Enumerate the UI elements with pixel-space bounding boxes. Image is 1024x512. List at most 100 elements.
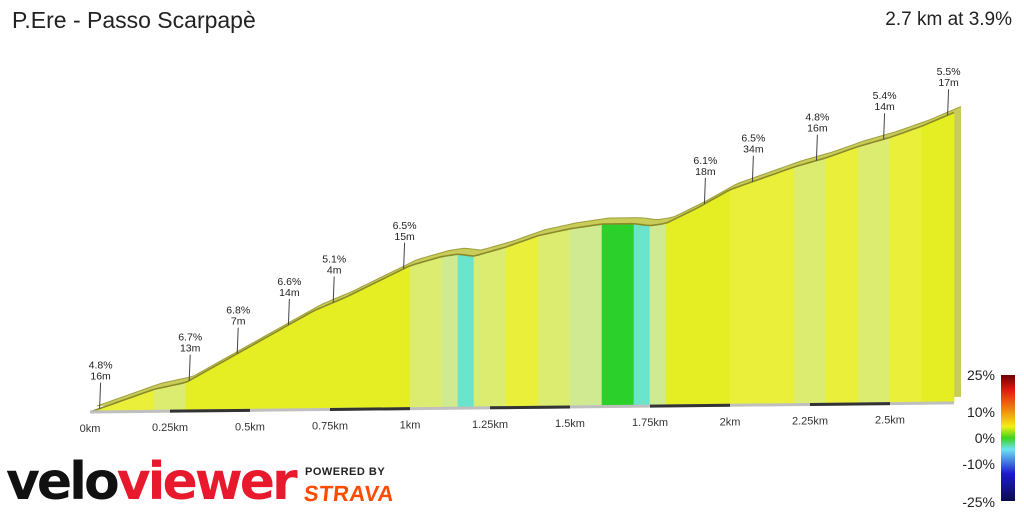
page-title: P.Ere - Passo Scarpapè	[12, 7, 256, 33]
profile-slice	[329, 302, 334, 410]
profile-slice	[803, 162, 808, 405]
profile-slice	[256, 340, 260, 411]
annotation-length: 14m	[279, 287, 300, 299]
profile-slice	[544, 233, 548, 408]
profile-slice	[214, 363, 219, 411]
annotation-leader	[287, 298, 290, 326]
legend-label-25: 25%	[966, 367, 995, 383]
profile-slice	[192, 376, 196, 412]
profile-slice	[688, 210, 692, 407]
profile-slice	[384, 276, 388, 410]
profile-slice	[640, 224, 644, 407]
profile-slice	[761, 176, 766, 406]
profile-slice	[460, 254, 465, 409]
profile-slice	[832, 154, 836, 405]
profile-slice	[867, 142, 872, 405]
profile-slice	[288, 322, 292, 411]
profile-slice	[611, 223, 616, 407]
profile-slice	[425, 259, 430, 409]
profile-slice	[451, 254, 456, 409]
profile-slice	[473, 254, 478, 409]
profile-slice	[230, 354, 235, 411]
profile-slice	[400, 268, 404, 410]
elevation-profile-chart: 0km 0.25km 0.5km 0.75km 1km 1.25km 1.5km 1.75km…	[80, 66, 962, 435]
profile-slice	[886, 137, 891, 404]
annotation-grade: 6.6%	[277, 276, 301, 288]
profile-slice	[723, 190, 728, 406]
powered-by-label: POWERED BY	[305, 466, 386, 478]
profile-slice	[470, 255, 475, 409]
profile-slice	[668, 219, 673, 407]
profile-slice	[435, 257, 440, 409]
profile-slice	[643, 224, 648, 407]
profile-slice	[636, 223, 641, 407]
x-axis-segment	[809, 402, 891, 406]
profile-slice	[396, 269, 401, 410]
profile-slice	[531, 236, 536, 408]
profile-slice	[217, 362, 222, 411]
profile-slice	[870, 141, 875, 405]
profile-slice	[224, 358, 228, 411]
profile-slice	[291, 320, 296, 411]
annotation-length: 16m	[90, 371, 111, 383]
profile-slice	[259, 338, 264, 411]
annotation-leader	[883, 113, 886, 140]
x-tick-label: 1.5km	[555, 418, 585, 430]
profile-slice	[518, 240, 523, 408]
profile-slice	[592, 224, 596, 408]
profile-slice	[928, 121, 932, 404]
profile-slice	[684, 211, 689, 407]
profile-slice	[201, 371, 206, 412]
profile-slice	[499, 247, 504, 409]
profile-slice	[880, 138, 884, 405]
profile-slice	[496, 248, 500, 409]
profile-slice	[572, 227, 577, 408]
profile-slice	[371, 282, 376, 410]
profile-slice	[227, 356, 232, 411]
legend-label-10: 10%	[966, 404, 995, 420]
logo-velo-text: velo	[6, 452, 120, 512]
profile-slice	[646, 224, 651, 407]
profile-slice	[796, 164, 801, 405]
profile-slice	[729, 188, 734, 406]
annotation-length: 15m	[394, 231, 415, 243]
profile-slice	[524, 238, 529, 408]
profile-slice	[924, 122, 929, 404]
profile-slice	[444, 255, 449, 409]
annotation-length: 34m	[743, 144, 764, 156]
strava-logo[interactable]: STRAVA	[302, 481, 396, 506]
profile-slice	[457, 253, 462, 409]
profile-slice	[614, 223, 619, 407]
profile-slice	[819, 158, 824, 405]
profile-slice	[188, 378, 193, 412]
profile-slice	[889, 135, 894, 404]
profile-slice	[598, 223, 603, 407]
profile-slice	[748, 181, 753, 406]
profile-slice	[236, 351, 241, 411]
profile-slice	[694, 207, 699, 406]
profile-slice	[582, 226, 587, 408]
profile-slice	[787, 167, 792, 405]
profile-slice	[300, 315, 305, 411]
profile-slice	[521, 239, 526, 408]
annotation-length: 13m	[180, 343, 201, 355]
veloviewer-logo[interactable]: veloviewer	[6, 452, 298, 512]
profile-slice	[512, 243, 516, 408]
profile-slice	[489, 250, 494, 409]
profile-slice	[604, 223, 609, 407]
profile-slice	[800, 163, 804, 405]
profile-slice	[380, 277, 385, 410]
profile-slice	[633, 223, 638, 407]
x-tick-label: 0.25km	[152, 422, 188, 434]
profile-slice	[313, 308, 318, 410]
annotation-grade: 4.8%	[89, 360, 113, 372]
x-axis-segment	[489, 405, 571, 410]
annotation-leader	[99, 382, 102, 409]
grade-color-legend	[1001, 375, 1015, 501]
x-tick-label: 1km	[400, 420, 421, 432]
annotation-grade: 5.5%	[937, 66, 961, 78]
profile-slice	[364, 285, 369, 410]
profile-slice	[835, 152, 840, 405]
profile-slice	[780, 169, 785, 406]
profile-slice	[307, 311, 312, 411]
